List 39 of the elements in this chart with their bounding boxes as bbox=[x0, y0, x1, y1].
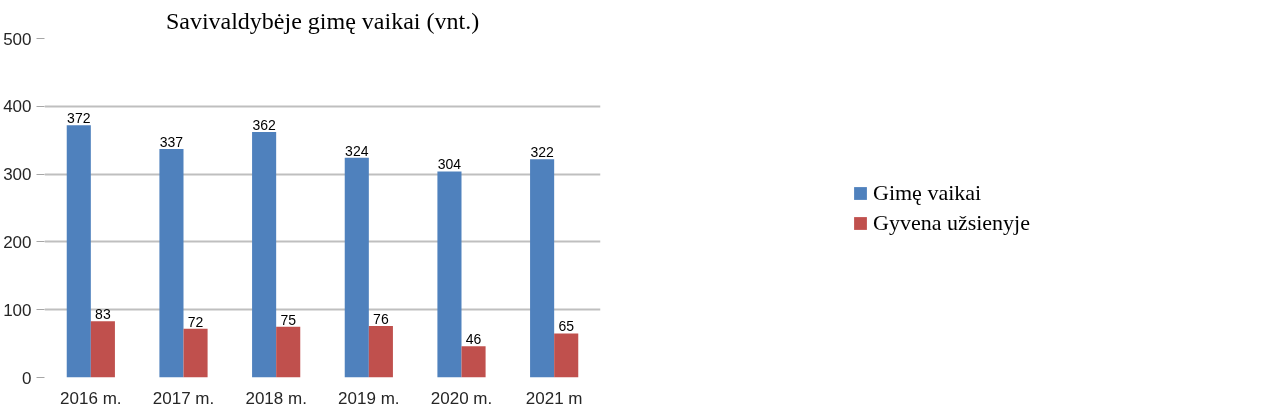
y-tick-label: 300 bbox=[3, 165, 32, 185]
bar bbox=[530, 159, 555, 378]
bar bbox=[276, 326, 301, 378]
bar bbox=[554, 333, 579, 378]
x-tick-label: 2019 m. bbox=[338, 388, 400, 408]
y-tick-label: 200 bbox=[3, 232, 32, 252]
bar bbox=[90, 321, 115, 378]
chart-title: Savivaldybėje gimę vaikai (vnt.) bbox=[165, 7, 480, 34]
bar bbox=[66, 125, 91, 378]
data-label: 75 bbox=[280, 311, 297, 328]
bar bbox=[368, 325, 393, 378]
bar bbox=[461, 346, 486, 378]
legend-label: Gimę vaikai bbox=[873, 179, 982, 206]
data-label: 72 bbox=[187, 313, 204, 330]
data-label: 46 bbox=[465, 331, 482, 348]
y-tick-label: 100 bbox=[3, 300, 32, 320]
bar bbox=[437, 171, 462, 378]
y-tick-label: 0 bbox=[22, 368, 32, 388]
x-tick-label: 2016 m. bbox=[60, 388, 122, 408]
bar bbox=[344, 157, 369, 378]
y-tick-label: 400 bbox=[3, 97, 32, 117]
x-tick-label: 2021 m bbox=[525, 388, 583, 408]
data-label: 324 bbox=[345, 142, 369, 159]
data-label: 337 bbox=[159, 134, 184, 151]
data-label: 304 bbox=[437, 156, 462, 173]
x-tick-label: 2020 m. bbox=[430, 388, 493, 408]
bar bbox=[252, 132, 277, 378]
bar bbox=[183, 328, 208, 378]
x-tick-label: 2017 m. bbox=[152, 388, 215, 408]
data-label: 322 bbox=[530, 144, 555, 161]
data-label: 372 bbox=[67, 110, 91, 127]
data-label: 65 bbox=[558, 318, 575, 335]
data-label: 76 bbox=[373, 310, 389, 327]
data-label: 362 bbox=[252, 117, 277, 134]
x-tick-label: 2018 m. bbox=[245, 388, 307, 408]
data-label: 83 bbox=[95, 306, 111, 323]
y-tick-label: 500 bbox=[3, 29, 32, 49]
legend-label: Gyvena užsienyje bbox=[873, 209, 1030, 236]
bar bbox=[159, 149, 184, 378]
